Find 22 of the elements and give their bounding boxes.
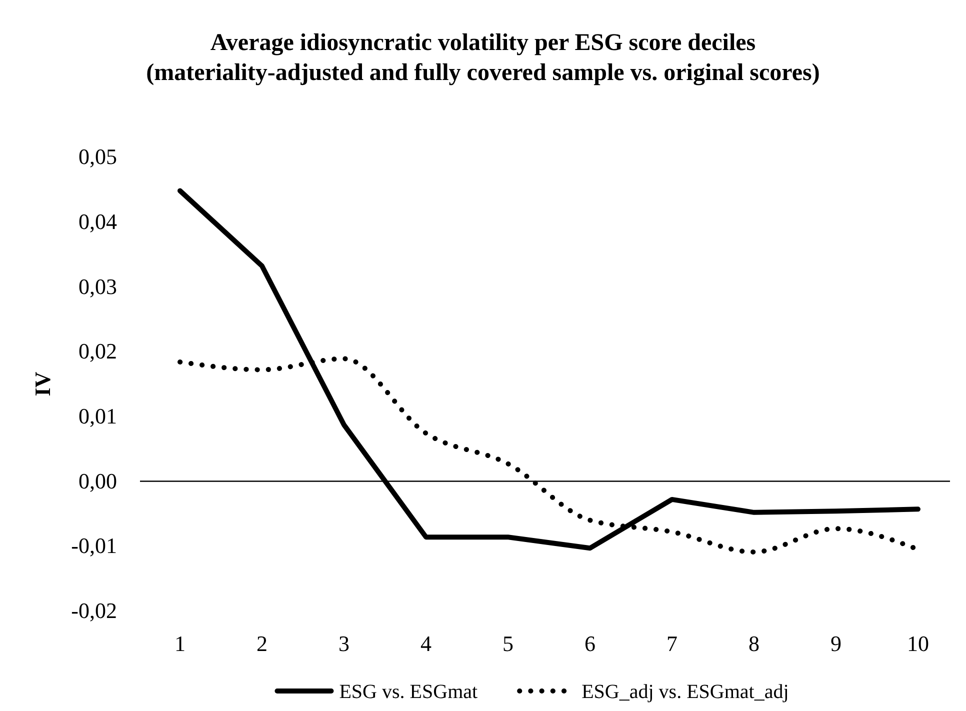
x-tick-label: 2 <box>256 631 268 656</box>
x-tick-label: 4 <box>420 631 432 656</box>
x-tick-label: 9 <box>830 631 842 656</box>
legend-label: ESG vs. ESGmat <box>339 681 478 703</box>
x-tick-label: 10 <box>907 631 929 656</box>
chart-title: Average idiosyncratic volatility per ESG score deciles (materiality-adjusted and fully covered sample vs. original scores) <box>146 30 820 86</box>
y-tick-label: 0,03 <box>78 274 117 299</box>
y-tick-label: -0,01 <box>71 533 117 558</box>
legend-label: ESG_adj vs. ESGmat_adj <box>582 681 789 703</box>
y-tick-label: 0,01 <box>78 403 117 428</box>
y-tick-label: 0,05 <box>78 144 117 170</box>
x-tick-label: 8 <box>748 631 760 656</box>
y-axis-title: IV <box>30 372 55 396</box>
y-tick-label: 0,00 <box>78 468 117 494</box>
x-tick-label: 1 <box>174 631 186 656</box>
x-tick-label: 6 <box>584 631 596 656</box>
x-tick-label: 5 <box>502 631 514 656</box>
y-tick-label: 0,02 <box>78 338 117 364</box>
y-tick-label: -0,02 <box>71 598 117 624</box>
y-tick-label: 0,04 <box>78 208 117 234</box>
x-tick-label: 7 <box>666 631 678 656</box>
x-tick-label: 3 <box>338 631 350 656</box>
